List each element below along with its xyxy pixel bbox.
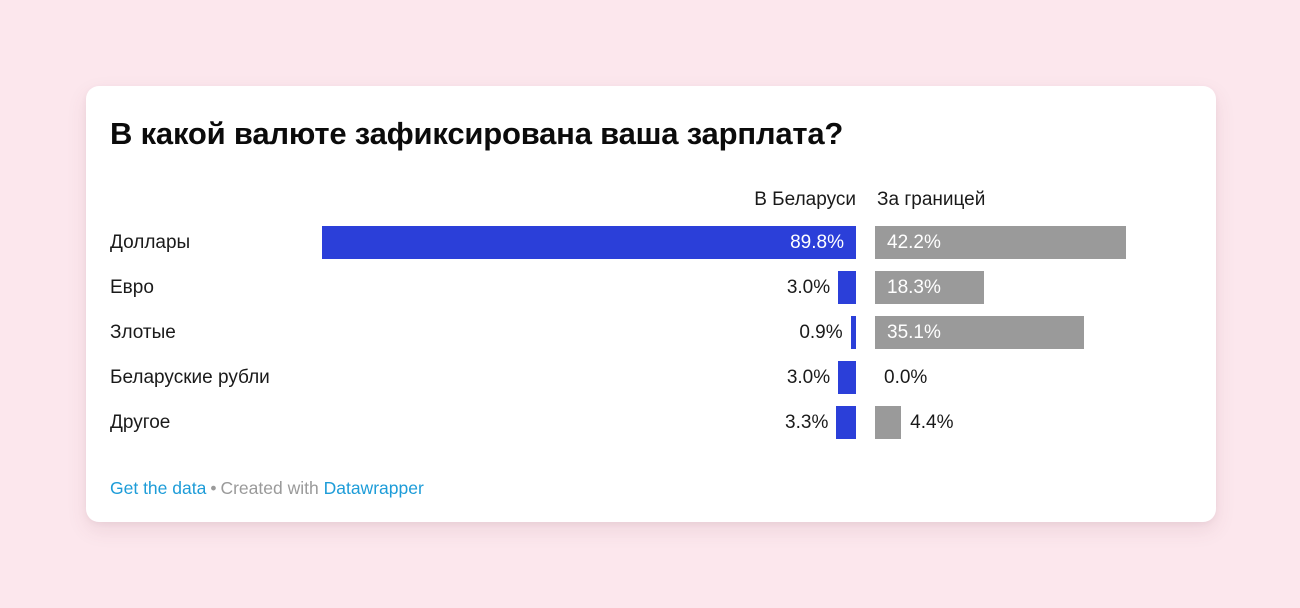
category-label: Доллары (110, 232, 191, 253)
chart-title: В какой валюте зафиксирована ваша зарпла… (110, 116, 844, 151)
abroad-bar (875, 406, 902, 439)
chart-footer: Get the data • Created with Datawrapper (110, 478, 424, 499)
chart-row: Евро 3.0% 18.3% (86, 265, 1216, 310)
chart-row: Злотые 0.9% 35.1% (86, 310, 1216, 355)
abroad-bar: 18.3% (875, 271, 984, 304)
chart-row: Беларуские рубли 3.0% 0.0% (86, 355, 1216, 400)
abroad-value-label: 4.4% (910, 412, 954, 433)
column-header-abroad: За границей (877, 189, 986, 210)
created-with-text: Created with (220, 478, 319, 498)
datawrapper-link[interactable]: Datawrapper (323, 478, 424, 498)
category-label: Другое (110, 412, 171, 433)
category-label: Евро (110, 277, 154, 298)
belarus-bar: 89.8% (321, 226, 856, 259)
bar-chart: Доллары 89.8% 42.2% Евро 3.0% 18.3% Злотые 0.9%… (86, 220, 1216, 445)
chart-row: Другое 3.3% 4.4% (86, 400, 1216, 445)
abroad-bar: 35.1% (875, 316, 1084, 349)
get-the-data-link[interactable]: Get the data (110, 478, 207, 498)
belarus-value-label: 0.9% (799, 322, 843, 343)
footer-separator: • (210, 478, 217, 498)
abroad-value-label: 0.0% (884, 367, 928, 388)
belarus-value-label: 3.0% (786, 367, 831, 388)
category-label: Беларуские рубли (110, 367, 270, 388)
chart-card: В какой валюте зафиксирована ваша зарпла… (86, 86, 1216, 522)
belarus-value-label: 3.3% (785, 412, 829, 433)
column-header-belarus: В Беларуси (754, 189, 856, 210)
belarus-bar (838, 271, 856, 304)
belarus-value-label: 3.0% (786, 277, 831, 298)
belarus-bar (838, 361, 856, 394)
belarus-bar (850, 316, 856, 349)
category-label: Злотые (110, 322, 176, 343)
chart-row: Доллары 89.8% 42.2% (86, 220, 1216, 265)
belarus-bar (836, 406, 856, 439)
abroad-bar: 42.2% (875, 226, 1127, 259)
